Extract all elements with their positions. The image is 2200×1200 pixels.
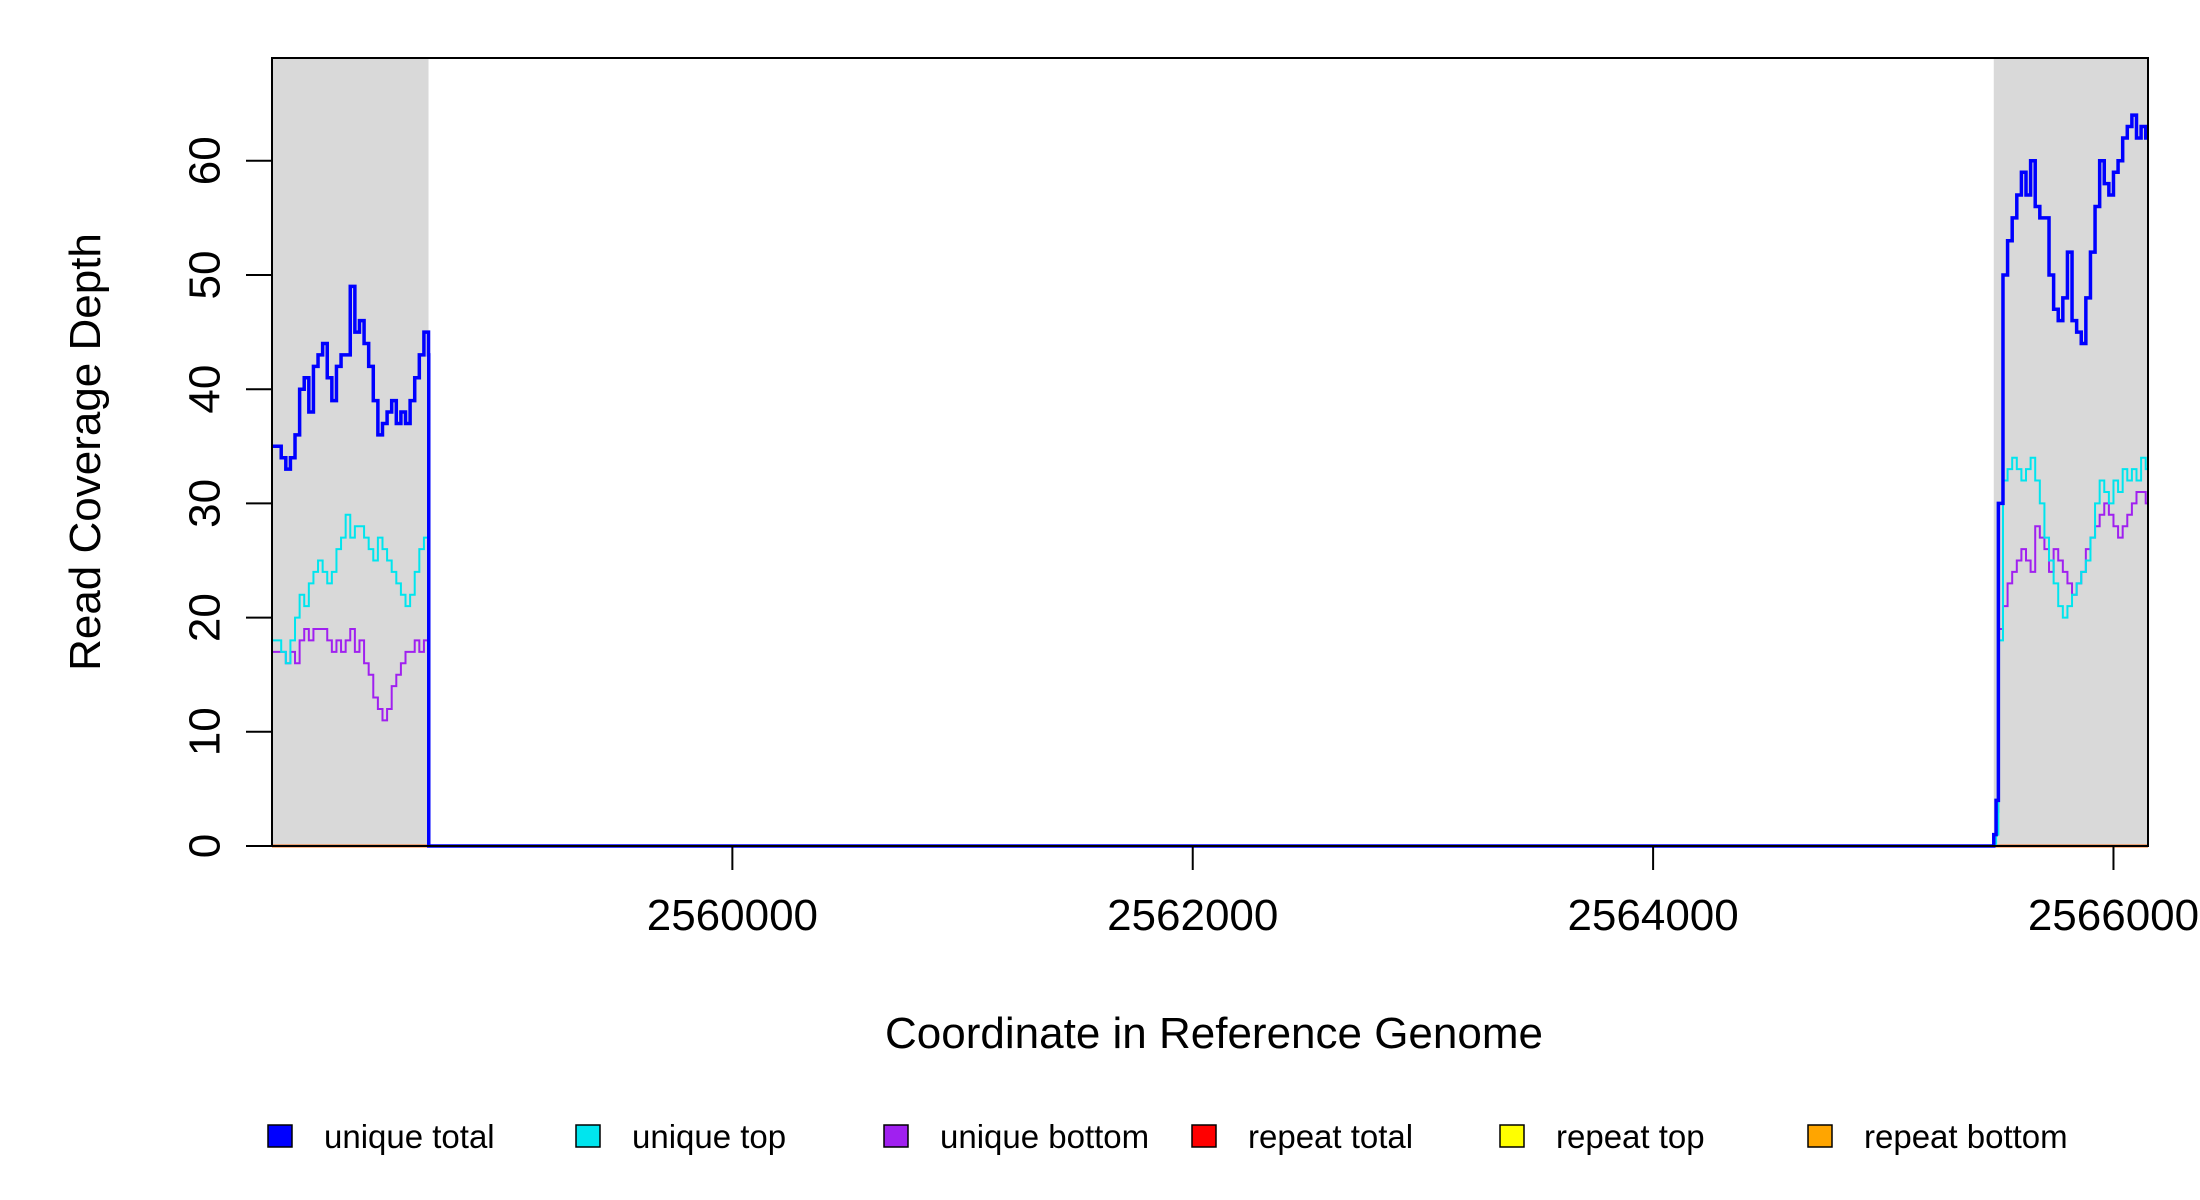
x-tick-label: 2562000 [1107, 891, 1278, 940]
legend: unique total unique top unique bottom repea… [267, 1118, 2068, 1155]
legend-swatch-unique-bottom [883, 1124, 909, 1148]
y-tick-label: 20 [180, 593, 229, 642]
legend-swatch-unique-top [575, 1124, 601, 1148]
y-tick-label: 60 [180, 136, 229, 185]
y-tick-label: 0 [180, 834, 229, 858]
legend-label-unique-top: unique top [632, 1118, 786, 1155]
y-axis-title: Read Coverage Depth [61, 233, 110, 671]
legend-label-unique-bottom: unique bottom [940, 1118, 1149, 1155]
x-tick-label: 2564000 [1567, 891, 1738, 940]
x-tick-label: 2566000 [2028, 891, 2199, 940]
legend-label-repeat-bottom: repeat bottom [1864, 1118, 2068, 1155]
legend-swatch-repeat-bottom [1807, 1124, 1833, 1148]
legend-label-repeat-total: repeat total [1248, 1118, 1413, 1155]
legend-swatch-unique-total [267, 1124, 293, 1148]
legend-swatch-repeat-total [1191, 1124, 1217, 1148]
shaded-region-2 [1993, 58, 2148, 846]
series-line-unique-bottom [272, 490, 2148, 847]
series-line-unique-total [272, 113, 2148, 848]
series-line-unique-top [272, 456, 2148, 847]
series-lines [272, 113, 2148, 848]
shaded-regions [272, 58, 2148, 846]
plot-frame [271, 57, 2149, 847]
axes: 2560000 2562000 2564000 2566000 0 10 20 30 40 50 6… [180, 136, 2199, 940]
legend-label-repeat-top: repeat top [1556, 1118, 1705, 1155]
legend-label-unique-total: unique total [324, 1118, 495, 1155]
legend-swatch-repeat-top [1499, 1124, 1525, 1148]
y-tick-label: 30 [180, 479, 229, 528]
y-tick-label: 40 [180, 365, 229, 414]
x-axis-title: Coordinate in Reference Genome [885, 1009, 1543, 1058]
x-tick-label: 2560000 [647, 891, 818, 940]
shaded-region-1 [272, 58, 429, 846]
y-tick-label: 10 [180, 707, 229, 756]
y-tick-label: 50 [180, 251, 229, 300]
